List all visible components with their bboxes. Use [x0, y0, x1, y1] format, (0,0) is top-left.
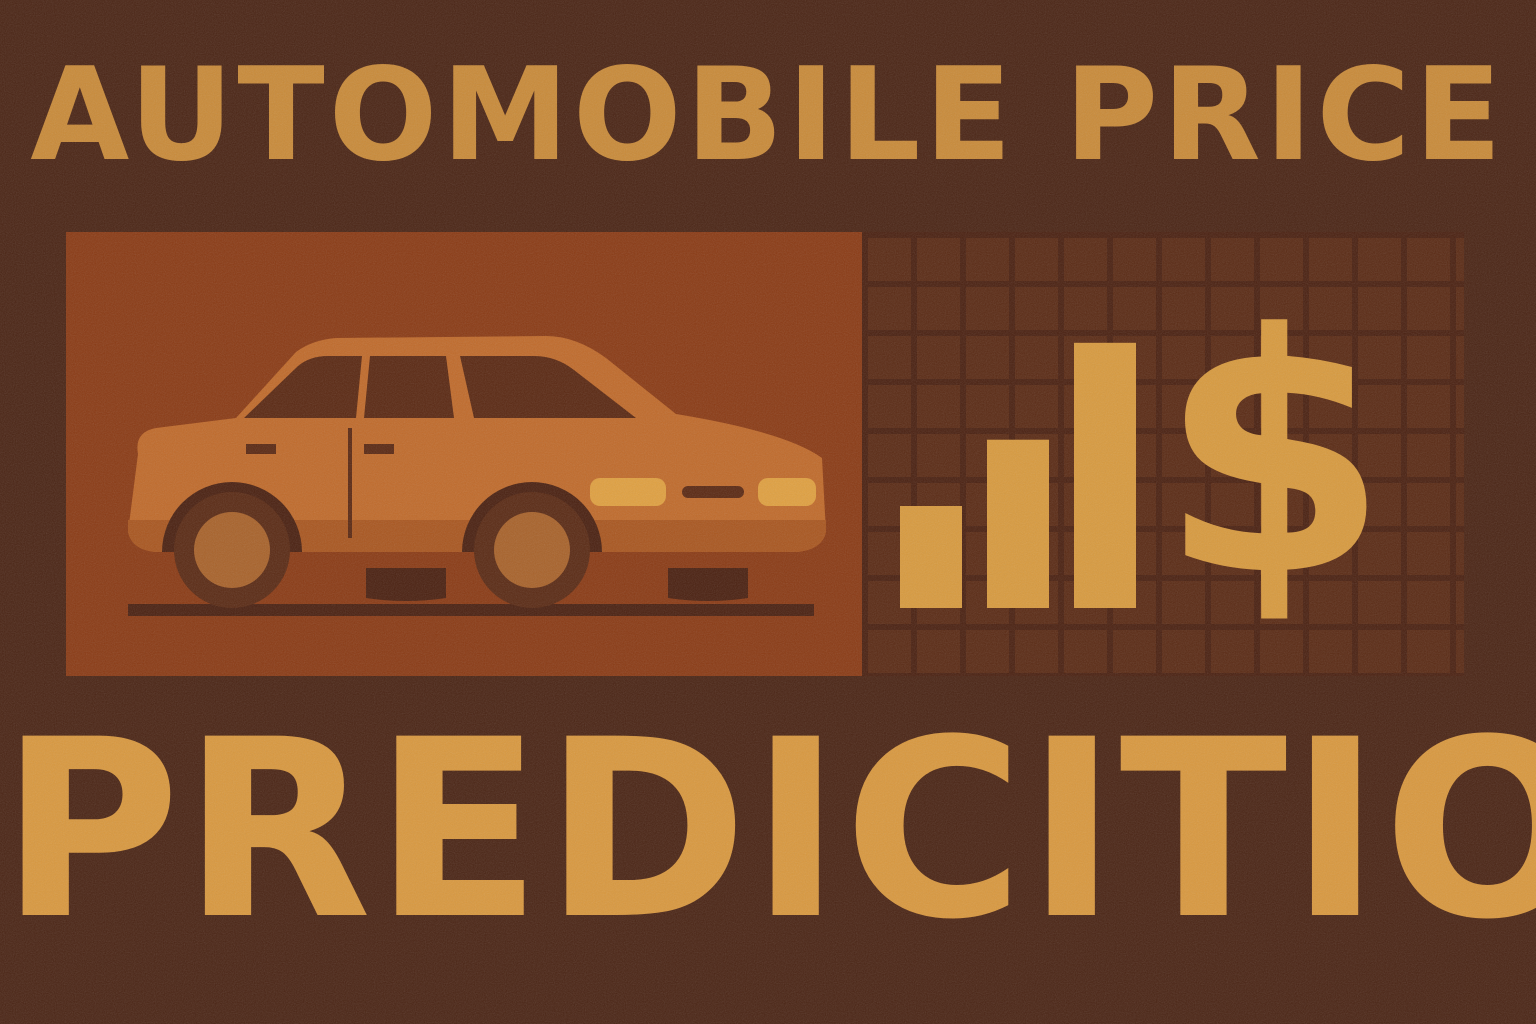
rear-tyre-shadow: [366, 568, 446, 601]
car-front-door-handle: [364, 444, 394, 454]
car-rear-door-handle: [246, 444, 276, 454]
title-top-line: AUTOMOBILE PRICE: [30, 41, 1506, 190]
front-wheel-hub: [494, 512, 570, 588]
price-chart-panel: $: [862, 232, 1464, 676]
title-bottom-line: PREDICITION: [0, 688, 1536, 974]
grid-line-vertical: [911, 232, 917, 676]
rear-wheel-hub: [194, 512, 270, 588]
car-grille: [682, 486, 744, 498]
sedan-car-icon: [66, 232, 862, 676]
grid-line-vertical: [960, 232, 966, 676]
grid-line-vertical: [1058, 232, 1064, 676]
car-middle-window: [364, 356, 454, 418]
chart-bar-1: [900, 506, 962, 608]
grid-line-vertical: [1450, 232, 1456, 676]
grid-line-horizontal: [862, 232, 1464, 238]
car-illustration-panel: [66, 232, 862, 676]
grid-line-vertical: [1401, 232, 1407, 676]
bar-chart-icon: $: [862, 232, 1464, 676]
car-headlight: [590, 478, 666, 506]
dollar-sign-icon: $: [1159, 264, 1389, 648]
car-door-line: [348, 428, 352, 538]
grid-line-horizontal: [862, 673, 1464, 676]
chart-bar-3: [1074, 342, 1136, 608]
grid-line-vertical: [862, 232, 868, 676]
chart-bar-2: [987, 439, 1049, 608]
front-tyre-shadow: [668, 568, 748, 601]
car-headlight-front: [758, 478, 816, 506]
